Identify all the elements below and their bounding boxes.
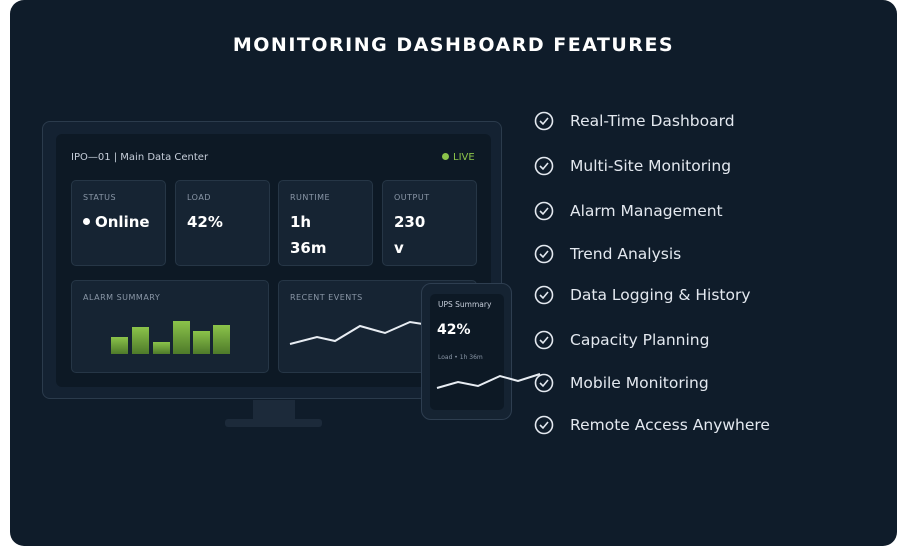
stat-tile: OUTPUT 230 v [382, 180, 477, 266]
panel-label: RECENT EVENTS [290, 293, 363, 302]
check-icon [534, 111, 554, 131]
stat-tile: LOAD 42% [175, 180, 270, 266]
page-title: MONITORING DASHBOARD FEATURES [232, 34, 675, 56]
feature-label: Trend Analysis [570, 245, 682, 263]
phone-subtitle: Load • 1h 36m [438, 354, 483, 361]
stat-label: OUTPUT [394, 193, 430, 202]
check-icon [534, 373, 554, 393]
live-status: LIVE [442, 152, 475, 163]
feature-label: Alarm Management [570, 202, 723, 220]
check-icon [534, 201, 554, 221]
stat-label: STATUS [83, 193, 117, 202]
feature-label: Multi-Site Monitoring [570, 157, 732, 175]
alarm-bars [111, 321, 230, 354]
check-icon [534, 285, 554, 305]
stat-tile: STATUS Online [71, 180, 166, 266]
monitor-neck [253, 400, 295, 420]
check-icon [534, 156, 554, 176]
feature-item: Real-Time Dashboard [534, 111, 854, 131]
phone-value: 42% [437, 322, 471, 338]
site-header: IPO—01 | Main Data Center [71, 152, 209, 163]
phone-screen [430, 294, 504, 410]
feature-label: Capacity Planning [570, 331, 710, 349]
feature-item: Remote Access Anywhere [534, 415, 854, 435]
feature-item: Alarm Management [534, 201, 854, 221]
check-icon [534, 415, 554, 435]
feature-item: Mobile Monitoring [534, 373, 854, 393]
events-line [289, 320, 430, 345]
alarm-panel: ALARM SUMMARY [71, 280, 269, 373]
check-icon [534, 330, 554, 350]
panel-label: ALARM SUMMARY [83, 293, 161, 302]
feature-label: Remote Access Anywhere [570, 416, 770, 434]
stat-label: LOAD [187, 193, 211, 202]
feature-item: Multi-Site Monitoring [534, 156, 854, 176]
feature-label: Real-Time Dashboard [570, 112, 735, 130]
stat-value: Online [83, 209, 163, 235]
phone-line [436, 373, 541, 389]
feature-item: Data Logging & History [534, 285, 854, 305]
feature-label: Mobile Monitoring [570, 374, 709, 392]
feature-label: Data Logging & History [570, 286, 751, 304]
stat-value: 1h 36m [290, 213, 327, 257]
stat-value: 230 v [394, 213, 426, 257]
stat-tile: RUNTIME 1h 36m [278, 180, 373, 266]
feature-item: Capacity Planning [534, 330, 854, 350]
feature-item: Trend Analysis [534, 244, 854, 264]
check-icon [534, 244, 554, 264]
phone-title: UPS Summary [438, 300, 492, 309]
stat-label: RUNTIME [290, 193, 331, 202]
monitor-base [225, 419, 322, 427]
stat-value: 42% [187, 213, 223, 231]
